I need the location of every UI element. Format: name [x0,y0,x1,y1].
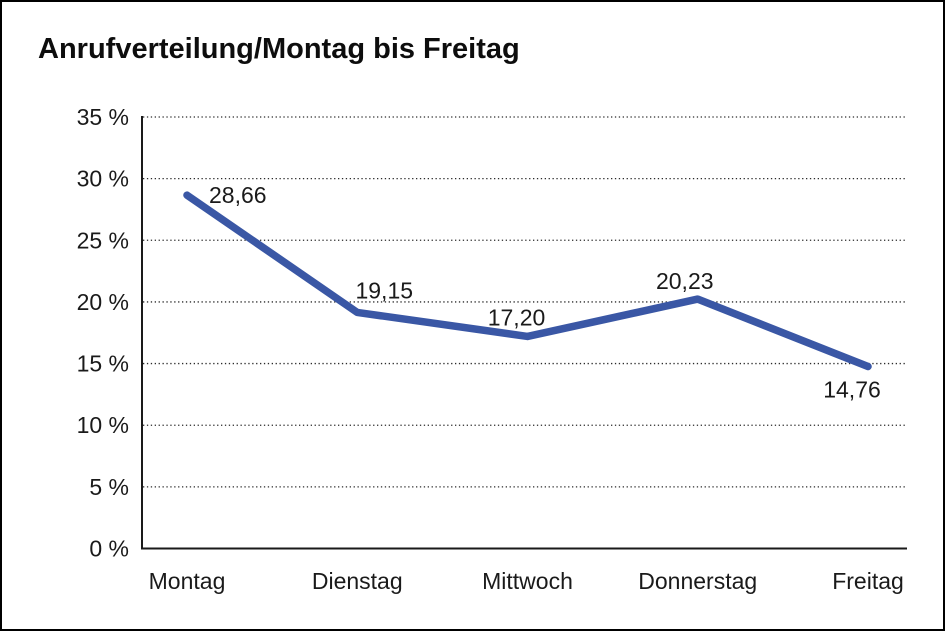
data-point-label: 14,76 [823,377,881,403]
x-tick-label: Donnerstag [638,568,757,594]
data-point-label: 19,15 [355,277,413,303]
data-point-label: 20,23 [656,268,714,294]
x-tick-label: Mittwoch [482,568,573,594]
y-tick-label: 15 % [77,351,129,377]
data-line [183,191,872,371]
y-tick-label: 30 % [77,166,129,192]
x-tick-label: Montag [149,568,226,594]
y-tick-label: 25 % [77,227,129,253]
data-point-label: 28,66 [209,182,267,208]
chart-title: Anrufverteilung/Montag bis Freitag [38,33,520,65]
y-tick-label: 35 % [77,104,129,130]
y-tick-label: 10 % [77,412,129,438]
x-tick-label: Freitag [832,568,904,594]
y-tick-label: 0 % [89,536,129,562]
y-tick-label: 5 % [89,474,129,500]
y-tick-label: 20 % [77,289,129,315]
x-tick-label: Dienstag [312,568,403,594]
data-point-label: 17,20 [488,304,546,330]
